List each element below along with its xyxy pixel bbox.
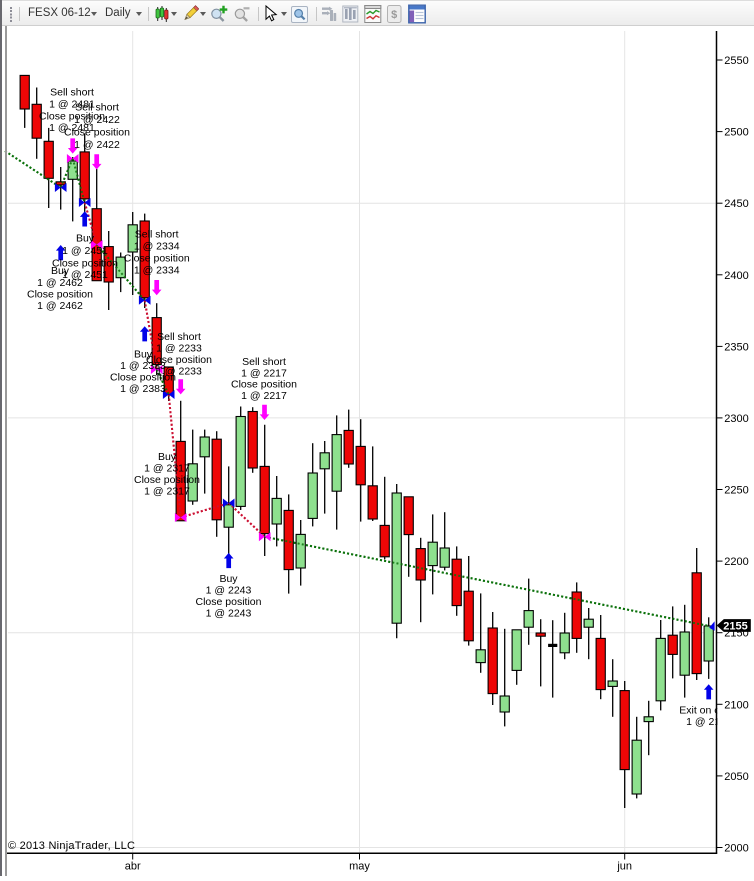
- svg-text:1 @ 2481: 1 @ 2481: [49, 122, 95, 134]
- svg-text:1 @ 2481: 1 @ 2481: [49, 99, 95, 111]
- svg-text:1 @ 2451: 1 @ 2451: [62, 245, 108, 257]
- svg-text:2100: 2100: [724, 699, 748, 711]
- svg-text:Buy: Buy: [134, 349, 153, 361]
- svg-text:1 @ 2217: 1 @ 2217: [241, 367, 287, 379]
- svg-text:may: may: [349, 861, 370, 873]
- svg-text:2450: 2450: [724, 198, 748, 210]
- svg-text:2300: 2300: [724, 413, 748, 425]
- svg-text:2155: 2155: [723, 621, 747, 633]
- svg-text:2050: 2050: [724, 771, 748, 783]
- svg-text:Sell short: Sell short: [50, 87, 94, 99]
- svg-text:2250: 2250: [724, 485, 748, 497]
- svg-text:1 @ 2462: 1 @ 2462: [37, 300, 83, 312]
- svg-text:Sell short: Sell short: [75, 102, 119, 114]
- svg-text:Close position: Close position: [64, 127, 130, 139]
- svg-text:Buy: Buy: [76, 233, 95, 245]
- svg-text:1 @ 2383: 1 @ 2383: [120, 383, 166, 395]
- svg-text:Sell short: Sell short: [242, 356, 286, 368]
- svg-text:Buy: Buy: [158, 451, 177, 463]
- svg-text:Close position: Close position: [124, 253, 190, 265]
- svg-text:2500: 2500: [724, 127, 748, 139]
- svg-text:Close position: Close position: [52, 258, 118, 270]
- svg-text:1 @ 2217: 1 @ 2217: [241, 390, 287, 402]
- svg-text:2350: 2350: [724, 341, 748, 353]
- svg-text:1 @ 2383: 1 @ 2383: [120, 360, 166, 372]
- svg-text:2200: 2200: [724, 556, 748, 568]
- svg-text:1 @ 2233: 1 @ 2233: [156, 366, 202, 378]
- svg-text:1 @ 2334: 1 @ 2334: [134, 265, 180, 277]
- svg-text:Close position: Close position: [196, 596, 262, 608]
- svg-text:Close position: Close position: [110, 372, 176, 384]
- svg-text:1 @ 2317: 1 @ 2317: [144, 486, 190, 498]
- svg-text:1 @ 2334: 1 @ 2334: [134, 241, 180, 253]
- svg-text:Buy: Buy: [219, 573, 238, 585]
- svg-text:1 @ 2451: 1 @ 2451: [62, 269, 108, 281]
- svg-text:Close position: Close position: [39, 111, 105, 123]
- svg-text:Close position: Close position: [27, 289, 93, 301]
- svg-text:Sell short: Sell short: [157, 331, 201, 343]
- svg-text:abr: abr: [125, 861, 141, 873]
- svg-text:1 @ 2317: 1 @ 2317: [144, 463, 190, 475]
- svg-text:2400: 2400: [724, 270, 748, 282]
- svg-text:1 @ 2422: 1 @ 2422: [74, 114, 120, 126]
- svg-text:Buy: Buy: [51, 265, 70, 277]
- svg-text:jun: jun: [616, 861, 632, 873]
- svg-text:1 @ 2243: 1 @ 2243: [206, 585, 252, 597]
- svg-text:Sell short: Sell short: [135, 229, 179, 241]
- svg-text:Close position: Close position: [231, 379, 297, 391]
- svg-text:$: $: [391, 9, 397, 21]
- svg-text:1 @ 2422: 1 @ 2422: [74, 139, 120, 151]
- svg-text:2550: 2550: [724, 55, 748, 67]
- svg-text:2000: 2000: [724, 843, 748, 855]
- svg-text:1 @ 2233: 1 @ 2233: [156, 343, 202, 355]
- svg-text:1 @ 2243: 1 @ 2243: [206, 608, 252, 620]
- svg-text:1 @ 2462: 1 @ 2462: [37, 277, 83, 289]
- svg-text:Close position: Close position: [134, 474, 200, 486]
- svg-text:Close position: Close position: [146, 354, 212, 366]
- svg-text:© 2013 NinjaTrader, LLC: © 2013 NinjaTrader, LLC: [8, 840, 135, 852]
